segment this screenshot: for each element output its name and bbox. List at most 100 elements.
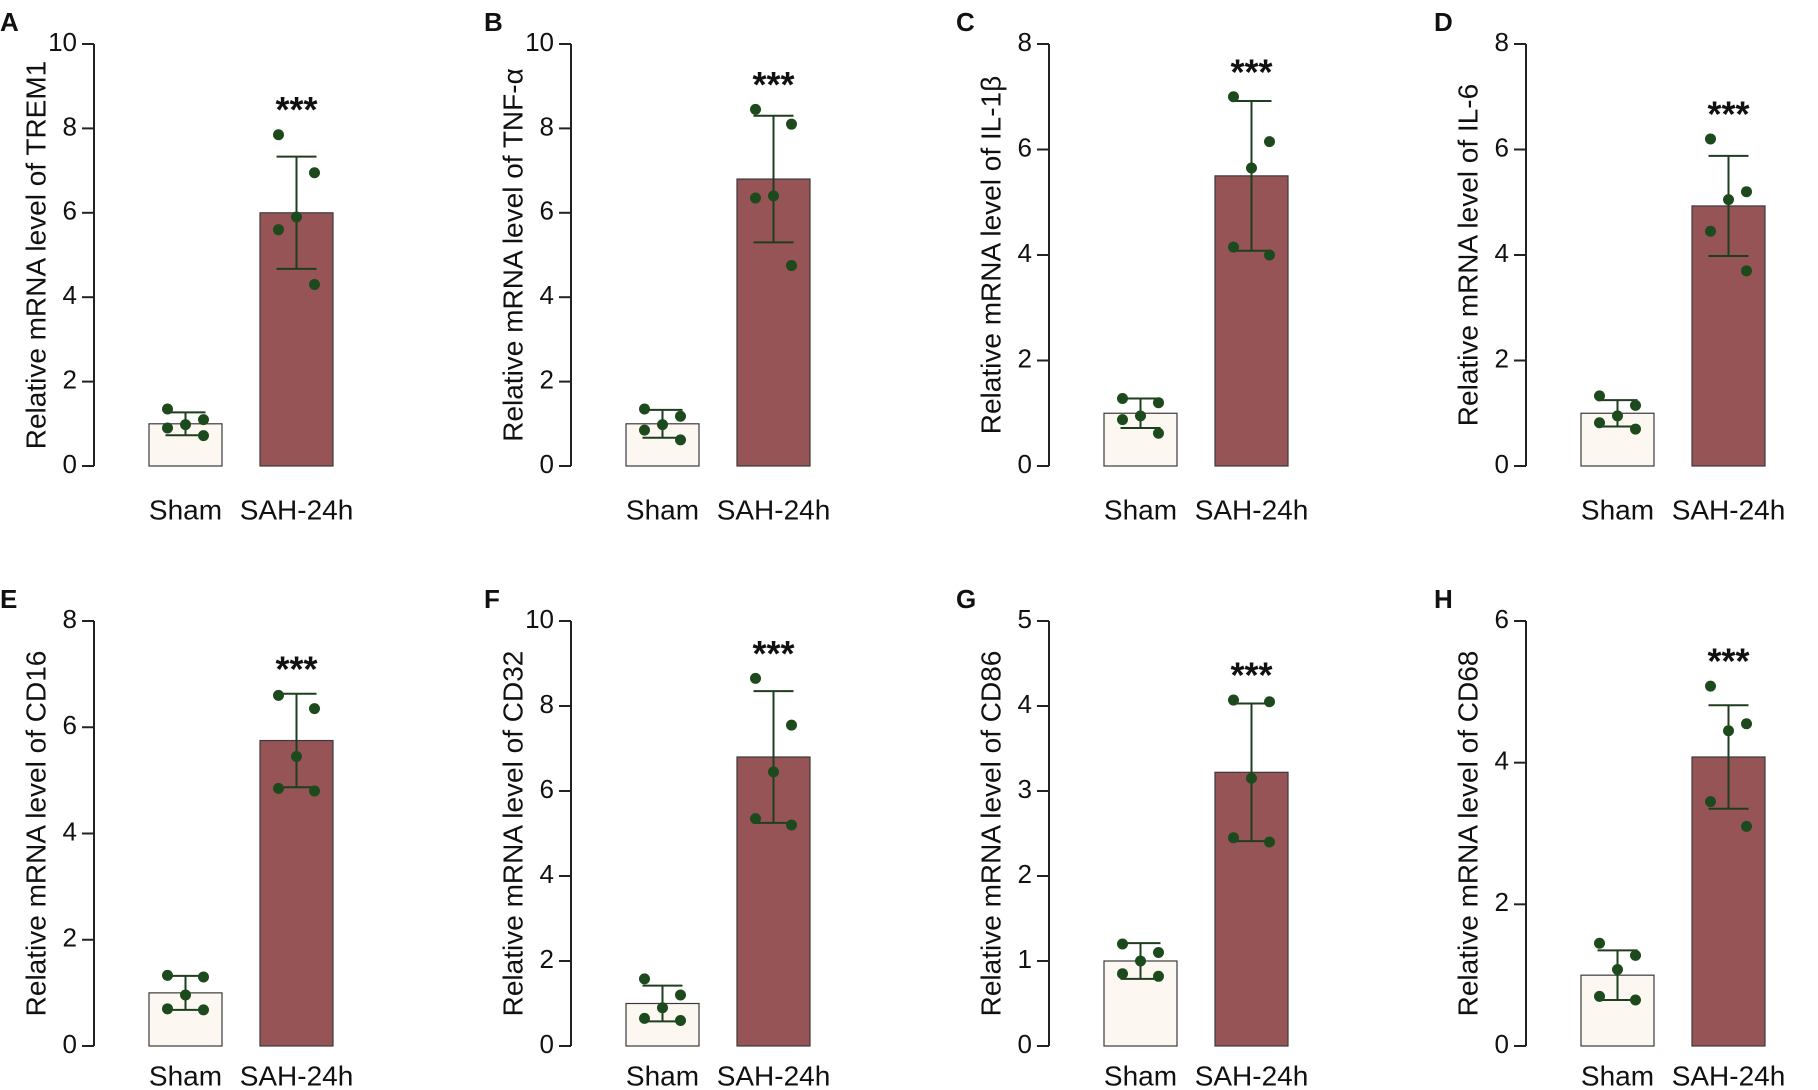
x-category-label: SAH-24h [1195,494,1309,525]
y-tick-label: 0 [540,449,554,479]
y-tick-label: 3 [1018,774,1032,804]
y-tick-label: 2 [1495,343,1509,373]
data-point [675,434,686,446]
data-point [1264,696,1275,708]
y-tick-label: 10 [48,27,77,57]
y-tick-label: 2 [540,364,554,394]
panel-h: H Relative mRNA level of CD68 0 2 4 6 Sham SAH-… [1434,584,1785,1090]
data-point [1246,162,1257,174]
data-point [1630,949,1641,961]
x-category-label: Sham [1581,494,1654,525]
data-point [786,260,797,272]
data-point [657,1002,668,1014]
data-point [1117,968,1128,980]
y-tick-label: 2 [63,923,77,953]
y-tick-label: 6 [63,196,77,226]
y-tick-label: 6 [1018,132,1032,162]
y-tick-label: 6 [63,710,77,740]
data-point [1228,694,1239,706]
data-point [750,672,761,684]
panel-letter: G [956,584,976,614]
y-tick-label: 0 [540,1029,554,1059]
data-point [273,224,284,236]
y-tick-label: 5 [1018,604,1032,634]
data-point [1723,725,1734,737]
x-category-label: SAH-24h [1195,1060,1309,1090]
data-point [786,719,797,731]
panel-letter: H [1434,584,1453,614]
y-tick-label: 4 [1495,238,1509,268]
x-category-label: SAH-24h [717,494,831,525]
panel-letter: A [0,7,19,37]
y-tick-label: 8 [540,111,554,141]
x-category-label: Sham [149,1060,222,1090]
x-category-label: SAH-24h [240,494,354,525]
data-point [1117,938,1128,950]
y-tick-label: 2 [63,364,77,394]
data-point [291,750,302,762]
data-point [1705,225,1716,237]
data-point [1228,91,1239,103]
data-point [675,989,686,1001]
data-point [768,766,779,778]
y-tick-label: 0 [1495,449,1509,479]
y-tick-label: 0 [1495,1029,1509,1059]
data-point [198,430,209,442]
panel-letter: D [1434,7,1453,37]
data-point [162,422,173,434]
y-tick-label: 6 [1495,604,1509,634]
y-tick-label: 4 [540,859,554,889]
y-tick-label: 8 [1495,27,1509,57]
x-category-label: SAH-24h [717,1060,831,1090]
data-point [309,703,320,715]
y-tick-label: 0 [63,1029,77,1059]
data-point [639,973,650,985]
y-tick-label: 0 [1018,449,1032,479]
significance-marker: *** [275,89,317,130]
y-tick-label: 8 [63,111,77,141]
data-point [1612,964,1623,975]
panel-letter: B [484,7,503,37]
y-axis-label: Relative mRNA level of TREM1 [20,61,51,450]
data-point [639,424,650,436]
data-point [1153,970,1164,982]
data-point [309,279,320,291]
data-point [1723,194,1734,206]
y-tick-label: 10 [525,604,554,634]
y-tick-label: 8 [540,689,554,719]
data-point [1612,410,1623,422]
data-point [162,403,173,415]
data-point [1264,249,1275,261]
y-axis-label: Relative mRNA level of CD16 [20,651,51,1017]
data-point [1705,680,1716,692]
y-tick-label: 0 [1018,1029,1032,1059]
panel-b: B Relative mRNA level of TNF-α 0 2 4 6 8 10 Sham… [484,7,830,526]
y-tick-label: 10 [525,27,554,57]
y-tick-label: 2 [1018,343,1032,373]
y-tick-label: 6 [540,196,554,226]
data-point [1117,414,1128,426]
data-point [1135,410,1146,422]
x-category-label: Sham [1581,1060,1654,1090]
y-tick-label: 8 [1018,27,1032,57]
data-point [273,129,284,141]
data-point [786,118,797,130]
y-tick-label: 4 [1018,689,1032,719]
data-point [1135,955,1146,967]
significance-marker: *** [752,633,794,674]
significance-marker: *** [1707,93,1749,134]
data-point [291,211,302,223]
y-tick-label: 4 [1018,238,1032,268]
data-point [639,403,650,415]
data-point [1153,427,1164,439]
data-point [768,190,779,202]
bar-sah-24h [1214,175,1289,467]
data-point [675,410,686,422]
data-point [273,782,284,794]
data-point [198,414,209,426]
y-tick-label: 1 [1018,944,1032,974]
panel-d: D Relative mRNA level of IL-6 0 2 4 6 8 Sham SAH… [1434,7,1785,526]
data-point [198,1004,209,1016]
data-point [1153,397,1164,409]
